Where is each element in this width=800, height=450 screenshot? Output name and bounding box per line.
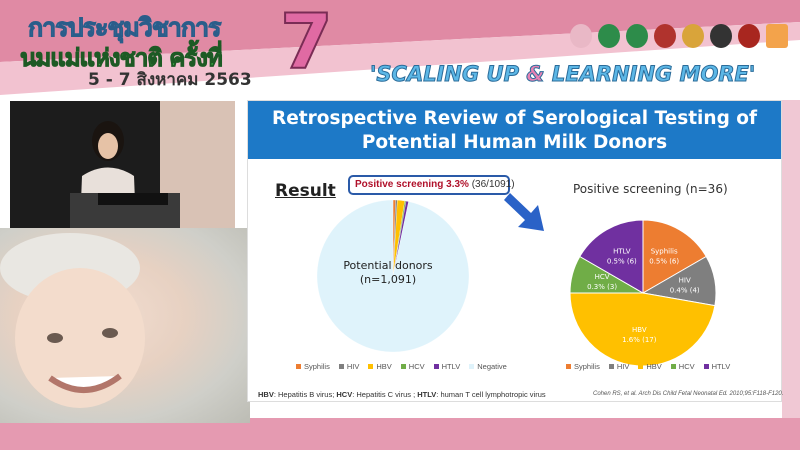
logo-1 <box>570 24 592 48</box>
legend-item-hiv: HIV <box>608 362 629 371</box>
logo-3 <box>626 24 648 48</box>
logo-4 <box>654 24 676 48</box>
slice-value-label: 0.3% (3) <box>587 283 617 291</box>
background-child-photo <box>0 228 250 423</box>
positive-legend: Syphilis HIV HBV HCV HTLV <box>566 362 730 371</box>
legend-item-hbv: HBV <box>368 362 392 371</box>
speaker-video <box>10 101 235 228</box>
pie-slice-syphilis <box>642 219 707 294</box>
sponsor-logos <box>570 24 788 48</box>
slice-name-label: HIV <box>679 277 691 285</box>
footnote: HBV: Hepatitis B virus; HCV: Hepatitis C… <box>258 390 546 399</box>
citation: Cohen RS, et al. Arch Dis Child Fetal Ne… <box>593 391 784 397</box>
pie-slice-negative <box>316 199 470 353</box>
legend-item-syphilis: Syphilis <box>296 362 330 371</box>
slice-name-label: Syphilis <box>651 247 678 255</box>
legend-item-hcv: HCV <box>670 362 695 371</box>
legend-item-htlv: HTLV <box>703 362 730 371</box>
presentation-slide: Retrospective Review of Serological Test… <box>247 100 784 402</box>
center-label-2: (n=1,091) <box>360 273 416 286</box>
legend-item-hbv: HBV <box>638 362 662 371</box>
center-label-1: Potential donors <box>343 259 433 272</box>
charts: Syphilis 0.5% (6) HIV 0.4% (4) HBV 1.6% (17) H… <box>316 193 717 367</box>
logo-7 <box>738 24 760 48</box>
positive-screening-pie: Syphilis 0.5% (6) HIV 0.4% (4) HBV 1.6% (17) H… <box>569 219 717 367</box>
slogan: 'SCALING UP & LEARNING MORE' <box>369 62 756 87</box>
legend-item-hcv: HCV <box>400 362 425 371</box>
slide-title: Retrospective Review of Serological Test… <box>248 101 781 159</box>
logo-sss <box>766 24 788 48</box>
pie-slice-hbv <box>569 292 716 367</box>
donors-pie <box>316 199 470 353</box>
legend-item-htlv: HTLV <box>433 362 460 371</box>
conference-date: 5 - 7 สิงหาคม 2563 <box>88 70 252 90</box>
logo-5 <box>682 24 704 48</box>
pie-slice-htlv <box>579 219 644 294</box>
conference-title-line2: นมแม่แห่งชาติ ครั้งที่ <box>20 44 224 73</box>
legend-item-syphilis: Syphilis <box>566 362 600 371</box>
conference-title-line1: การประชุมวิชาการ <box>27 13 221 43</box>
legend-item-hiv: HIV <box>338 362 359 371</box>
result-heading: Result <box>275 181 336 201</box>
slice-name-label: HBV <box>632 326 647 334</box>
logo-2 <box>598 24 620 48</box>
slice-value-label: 0.5% (6) <box>607 257 637 265</box>
slice-name-label: HTLV <box>613 247 631 255</box>
slice-value-label: 1.6% (17) <box>622 336 657 344</box>
conference-number: 7 <box>279 0 334 86</box>
slice-value-label: 0.4% (4) <box>670 287 700 295</box>
donors-legend: Syphilis HIV HBV HCV HTLV Negative <box>296 362 507 371</box>
pie-title: Positive screening (n=36) <box>573 182 728 196</box>
slice-name-label: HCV <box>595 273 610 281</box>
legend-item-negative: Negative <box>469 362 507 371</box>
logo-6 <box>710 24 732 48</box>
arrow-icon <box>504 193 544 231</box>
slice-value-label: 0.5% (6) <box>649 257 679 265</box>
positive-screening-callout: Positive screening 3.3% (36/1091) <box>348 175 515 195</box>
